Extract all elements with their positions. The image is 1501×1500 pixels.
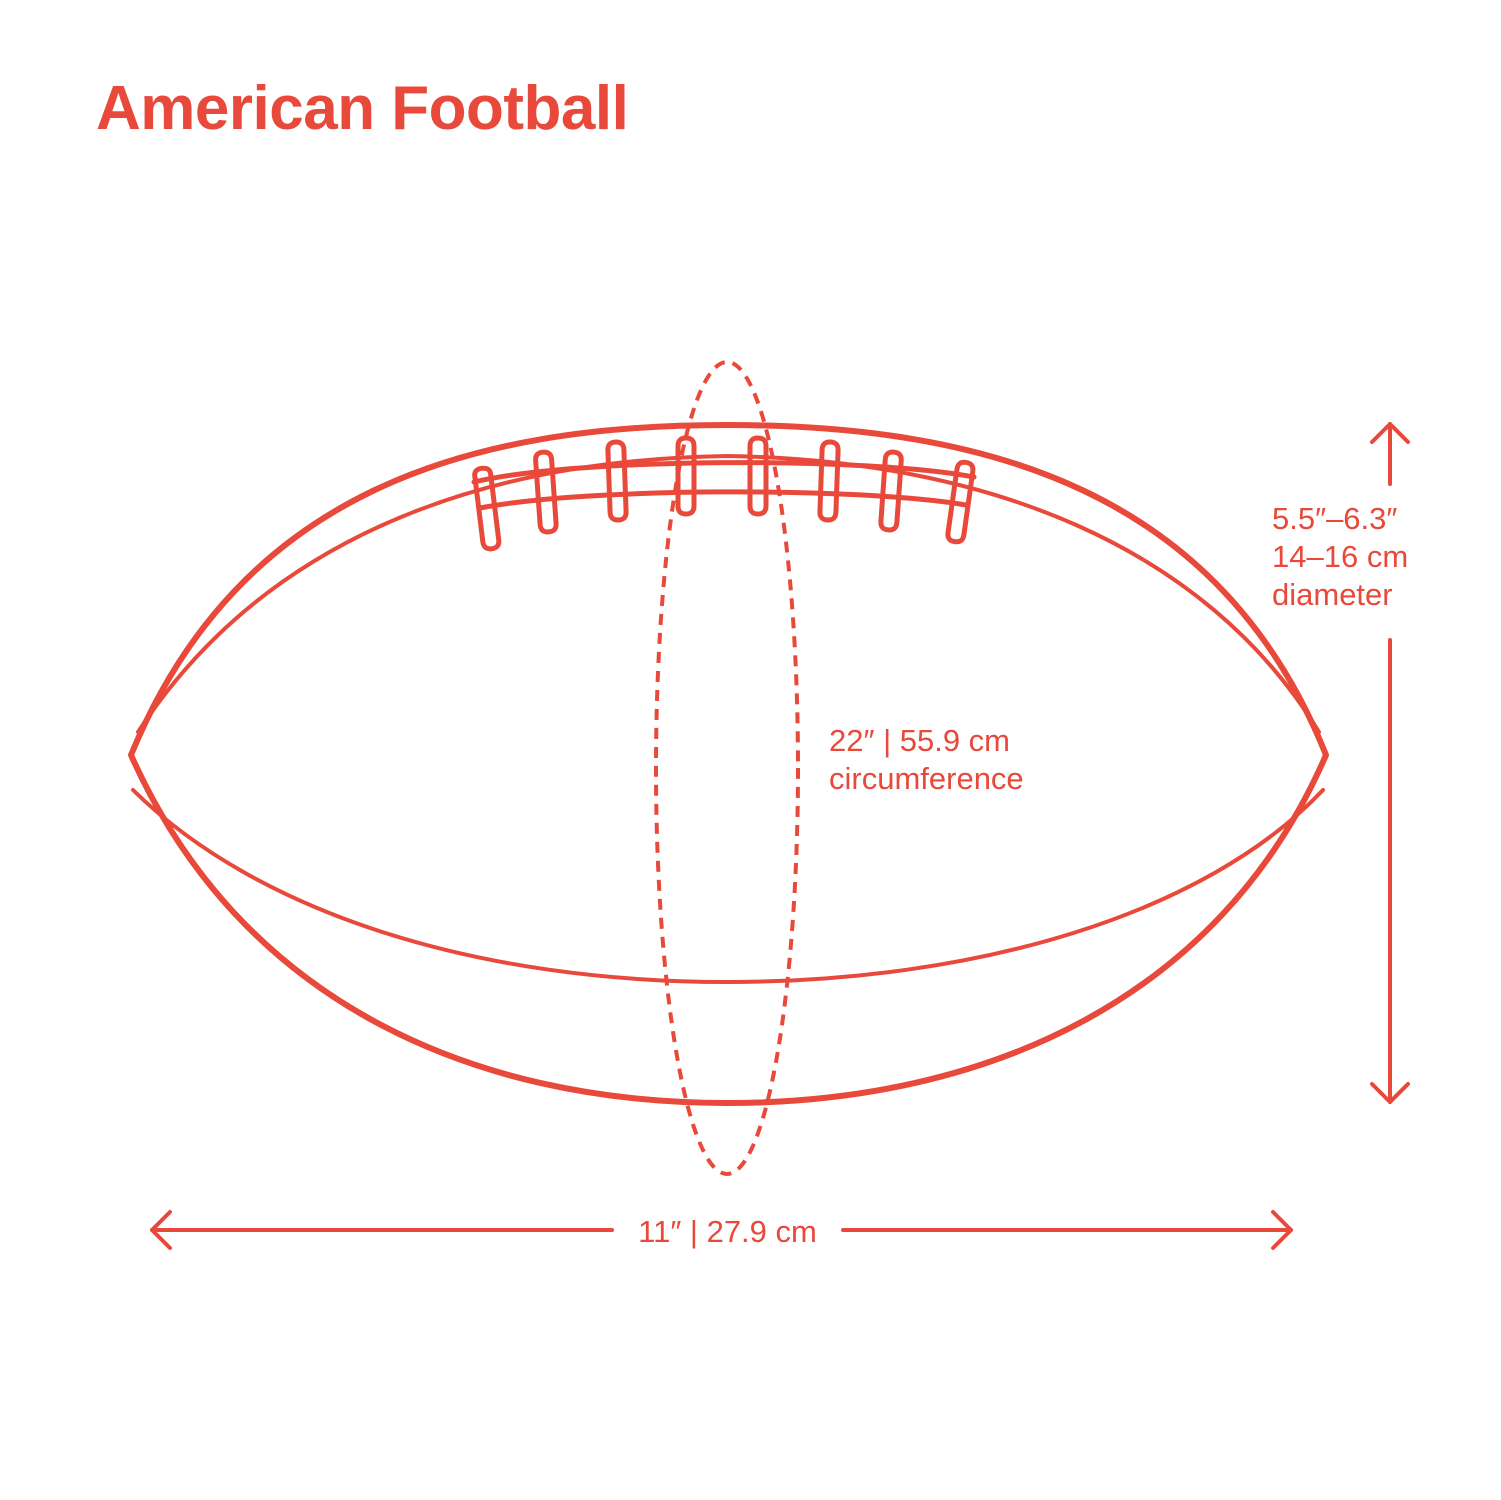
- length-label: 11″ | 27.9 cm: [600, 1213, 855, 1251]
- upper-seam: [136, 454, 1321, 734]
- length-arrowhead-left: [150, 1210, 172, 1250]
- circumference-ring: [654, 360, 800, 1176]
- lace-strip-bottom: [477, 489, 969, 511]
- lace-stitch: [747, 435, 769, 517]
- length-arrow: [150, 1210, 1293, 1250]
- diameter-range-cm: 14–16 cm: [1272, 539, 1409, 574]
- lace-stitch: [533, 449, 559, 535]
- ball-outline: [128, 422, 1329, 1106]
- diameter-arrowhead-bottom: [1370, 1082, 1410, 1104]
- football-outline: [128, 422, 1329, 1106]
- lace-stitch: [675, 435, 697, 517]
- lace-stitch: [878, 449, 904, 533]
- lace-stitch: [472, 465, 502, 552]
- lace-stitch: [605, 439, 629, 523]
- page-title: American Football: [96, 74, 629, 143]
- diameter-label: 5.5″–6.3″ 14–16 cm diameter: [1272, 500, 1408, 614]
- length-value: 11″ | 27.9 cm: [638, 1214, 817, 1249]
- length-arrowhead-right: [1271, 1210, 1293, 1250]
- diameter-arrowhead-top: [1370, 422, 1410, 444]
- circumference-caption: circumference: [829, 761, 1024, 796]
- circumference-label: 22″ | 55.9 cm circumference: [829, 722, 1024, 798]
- diameter-caption: diameter: [1272, 577, 1393, 612]
- lace-strip-top: [471, 460, 977, 485]
- lace-group: [471, 435, 977, 552]
- lower-seam: [131, 788, 1325, 984]
- circumference-value: 22″ | 55.9 cm: [829, 723, 1011, 758]
- diameter-arrow: [1370, 422, 1410, 1104]
- lace-stitch: [817, 439, 841, 523]
- lace-stitch: [945, 459, 976, 545]
- diameter-range-in: 5.5″–6.3″: [1272, 501, 1398, 536]
